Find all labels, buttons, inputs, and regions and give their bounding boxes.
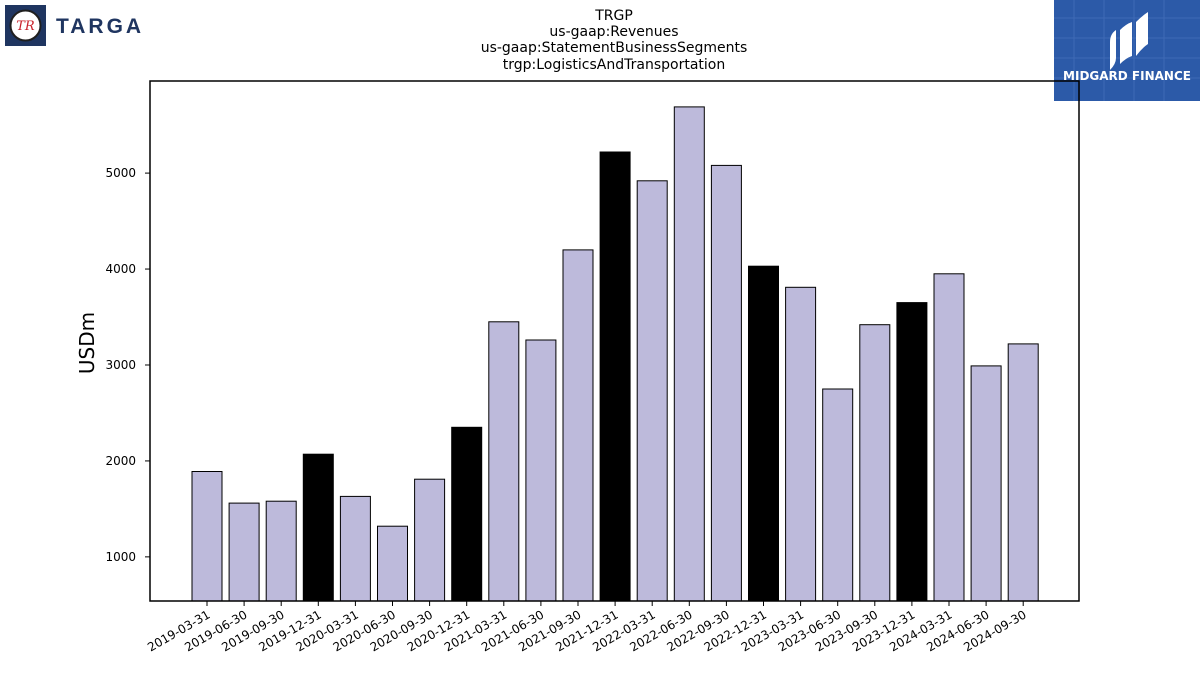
bar-2024-09-30 bbox=[1007, 343, 1039, 602]
midgard-logo-text: MIDGARD FINANCE bbox=[1063, 69, 1191, 83]
bar-2023-03-31 bbox=[785, 286, 817, 602]
bar-2022-09-30 bbox=[710, 164, 742, 602]
chart-title-line: TRGP bbox=[594, 8, 633, 24]
y-tick-label: 5000 bbox=[105, 166, 136, 180]
bar-2021-06-30 bbox=[525, 339, 557, 602]
bar-2020-06-30 bbox=[377, 525, 408, 602]
bars-group bbox=[191, 106, 1039, 602]
chart-title-line: us-gaap:StatementBusinessSegments bbox=[481, 40, 748, 56]
y-tick-label: 4000 bbox=[105, 262, 136, 276]
chart-title-line: trgp:LogisticsAndTransportation bbox=[503, 57, 725, 73]
bar-2023-12-31 bbox=[896, 302, 928, 602]
chart-title: TRGP us-gaap:Revenues us-gaap:StatementB… bbox=[481, 8, 748, 73]
y-axis: 1000 2000 3000 4000 5000 bbox=[105, 166, 150, 564]
y-tick-label: 2000 bbox=[105, 454, 136, 468]
midgard-logo-icon bbox=[1110, 12, 1148, 70]
x-axis: 2019-03-312019-06-302019-09-302019-12-31… bbox=[145, 601, 1029, 654]
bar-2023-09-30 bbox=[859, 324, 891, 602]
bar-2024-06-30 bbox=[970, 365, 1002, 602]
targa-logo-mark-text: TR bbox=[16, 19, 35, 34]
targa-logo-mark-ring bbox=[9, 9, 42, 42]
bar-2022-06-30 bbox=[673, 106, 705, 602]
bar-2019-03-31 bbox=[191, 471, 223, 602]
bar-2021-03-31 bbox=[488, 321, 520, 602]
bar-2022-03-31 bbox=[636, 180, 668, 602]
bar-2019-12-31 bbox=[302, 453, 334, 602]
bar-2020-09-30 bbox=[414, 478, 446, 602]
bar-2021-12-31 bbox=[599, 151, 631, 602]
y-tick-label: 1000 bbox=[105, 550, 136, 564]
targa-logo: TR TARGA bbox=[4, 4, 164, 50]
bar-2021-09-30 bbox=[562, 249, 594, 602]
bar-2019-09-30 bbox=[265, 500, 297, 602]
targa-logo-text: TARGA bbox=[56, 15, 144, 38]
y-axis-label: USDm bbox=[75, 312, 99, 374]
bar-2023-06-30 bbox=[822, 388, 854, 602]
bar-2024-03-31 bbox=[933, 273, 965, 602]
plot-frame bbox=[149, 80, 1080, 602]
bar-2019-06-30 bbox=[228, 502, 260, 602]
bar-2020-12-31 bbox=[451, 426, 483, 602]
bar-2020-03-31 bbox=[339, 495, 371, 602]
chart-title-line: us-gaap:Revenues bbox=[549, 24, 678, 40]
y-tick-label: 3000 bbox=[105, 358, 136, 372]
bar-2022-12-31 bbox=[748, 265, 779, 602]
